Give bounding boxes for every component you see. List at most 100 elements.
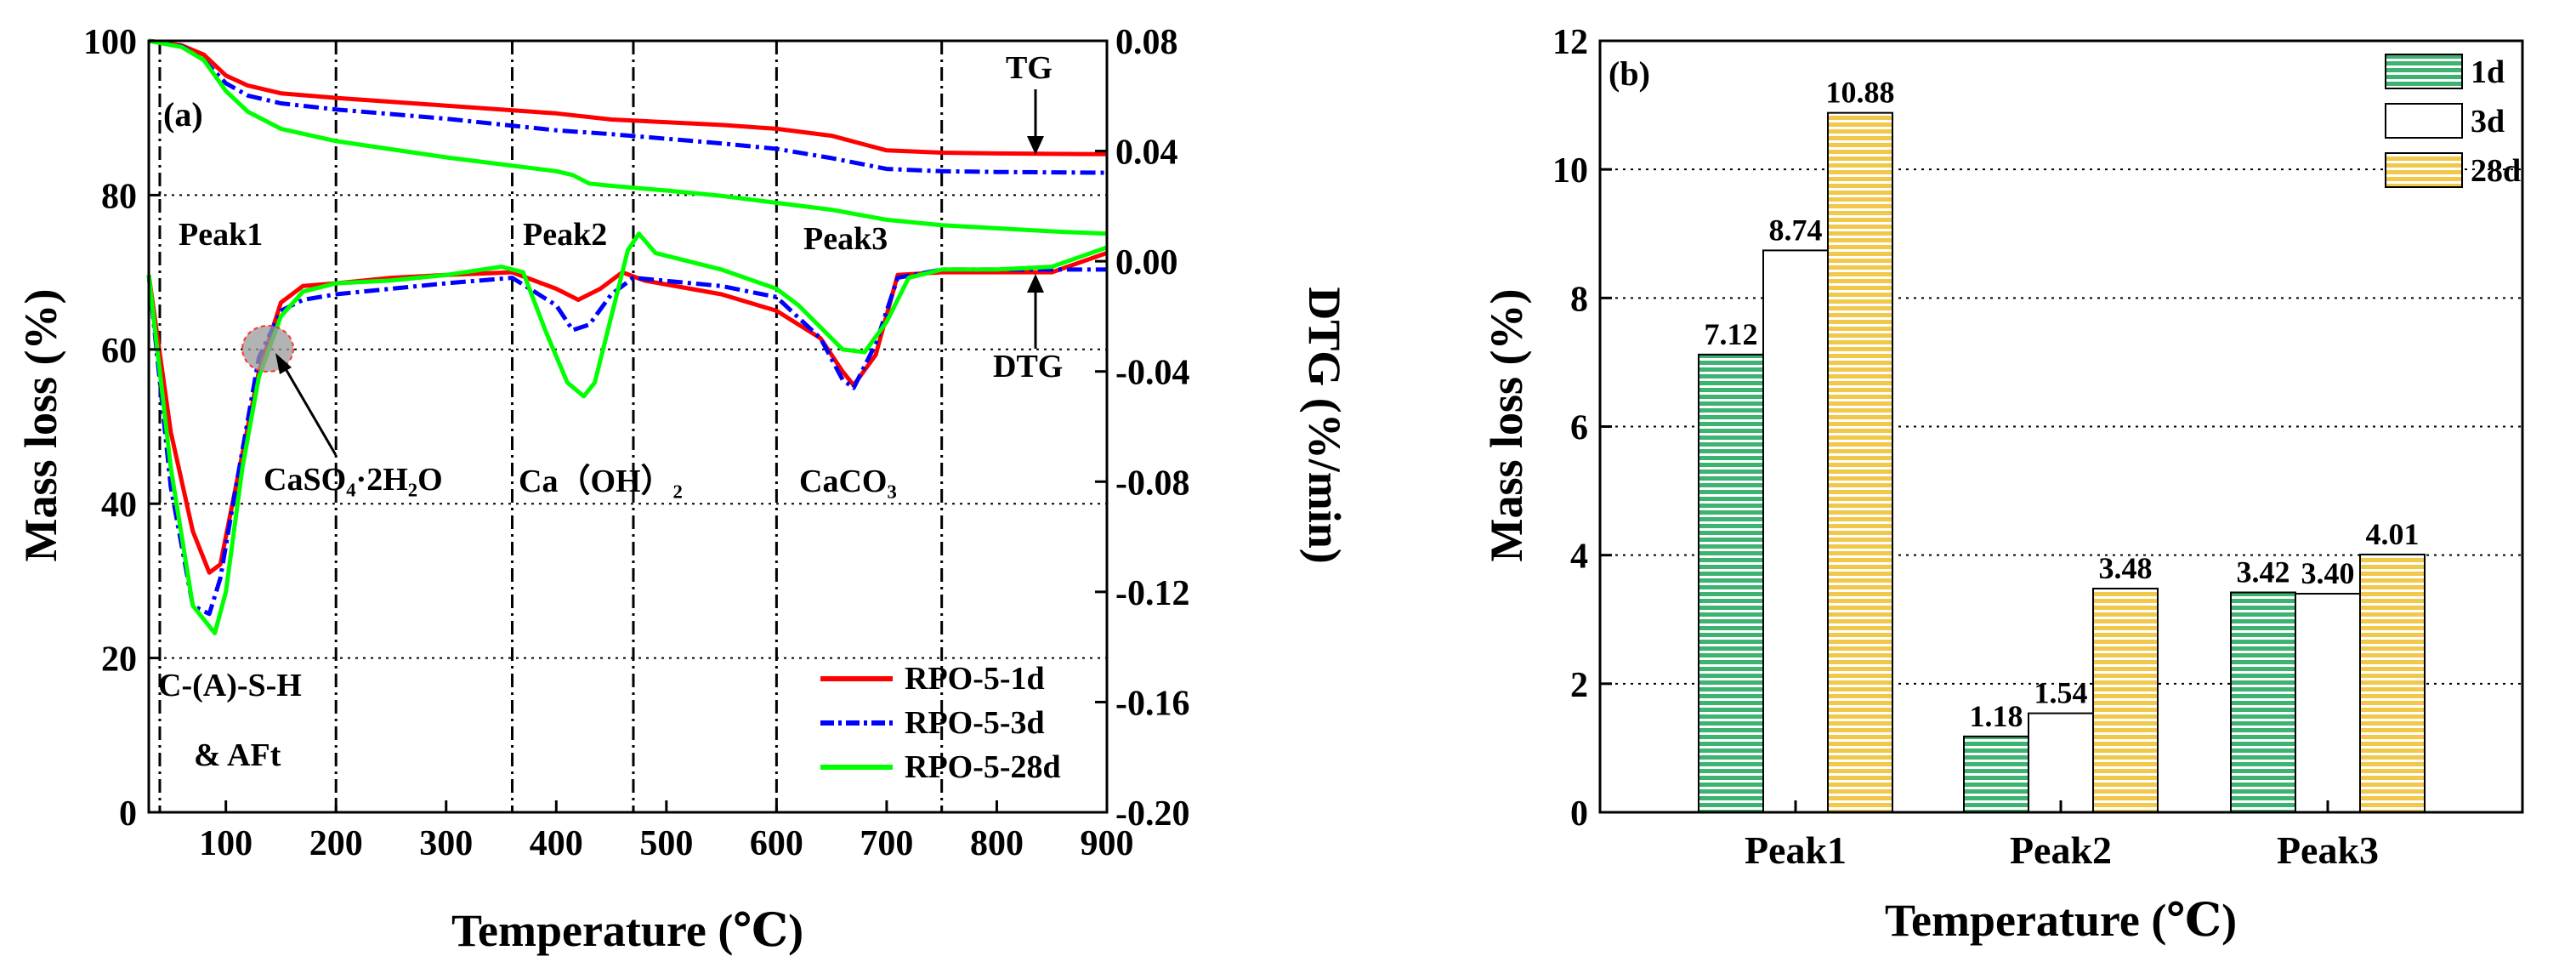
bar-label-28d-Peak3: 4.01 bbox=[2366, 517, 2420, 551]
b-y-tick-label: 6 bbox=[1570, 409, 1588, 448]
panel-a-vlines bbox=[158, 41, 944, 812]
panel-a-y-right-title: DTG (%/min) bbox=[1299, 287, 1350, 564]
x-tick-label: 200 bbox=[309, 824, 363, 863]
panel-b-y-axis-title: Mass loss (%) bbox=[1481, 289, 1532, 562]
bar-label-1d-Peak3: 3.42 bbox=[2237, 555, 2290, 589]
panel-b: 7.12 8.74 10.88 1.18 1.54 3.48 3.42 3.40 4.01 0 2… bbox=[1481, 23, 2524, 946]
b-y-tick-label: 0 bbox=[1570, 794, 1588, 834]
panel-a-x-ticks: 100 200 300 400 500 600 700 800 900 bbox=[199, 800, 1134, 863]
tg-line-RPO-5-28d bbox=[148, 38, 1108, 236]
annotation-peak2: Peak2 bbox=[523, 217, 607, 253]
bar-label-1d-Peak2: 1.18 bbox=[1970, 699, 2023, 733]
y-left-tick-label: 20 bbox=[101, 640, 137, 680]
dtg-arrow-head bbox=[1027, 274, 1044, 293]
annotation-gypsum: CaSO₄·2H₂O bbox=[264, 462, 443, 498]
bar-3d-Peak2 bbox=[2028, 712, 2094, 814]
legend-swatch-3d bbox=[2385, 103, 2463, 139]
panel-a-grid bbox=[149, 194, 1107, 659]
panel-a-series bbox=[146, 38, 1108, 635]
y-left-tick-label: 100 bbox=[83, 23, 137, 62]
annotation-tg: TG bbox=[1006, 50, 1053, 86]
annotation-cc: CaCO₃ bbox=[799, 464, 897, 499]
bar-28d-Peak1 bbox=[1827, 111, 1893, 814]
y-right-tick-label: 0.00 bbox=[1115, 243, 1178, 282]
y-right-tick-label: 0.08 bbox=[1115, 23, 1178, 62]
annotation-ch: Ca（OH）₂ bbox=[519, 464, 683, 499]
panel-b-x-ticks: Peak1 Peak2 Peak3 bbox=[1745, 800, 2379, 872]
bar-label-3d-Peak2: 1.54 bbox=[2034, 676, 2088, 710]
y-right-tick-label: -0.20 bbox=[1115, 794, 1190, 834]
y-right-tick-label: 0.04 bbox=[1115, 134, 1178, 173]
bar-label-1d-Peak1: 7.12 bbox=[1705, 317, 1758, 351]
b-x-tick-label: Peak1 bbox=[1745, 828, 1847, 872]
legend-label-RPO-5-3d: RPO-5-3d bbox=[905, 705, 1045, 741]
annotation-peak3: Peak3 bbox=[803, 221, 888, 257]
tg-line-RPO-5-3d bbox=[148, 38, 1108, 175]
bar-1d-Peak3 bbox=[2230, 591, 2296, 813]
panel-a: 100 200 300 400 500 600 700 800 900 0 20 40 60 80 100… bbox=[15, 23, 1350, 956]
x-tick-label: 300 bbox=[419, 824, 473, 863]
legend-swatch-1d bbox=[2385, 54, 2463, 89]
x-tick-label: 500 bbox=[639, 824, 693, 863]
gypsum-arrow-head bbox=[275, 353, 292, 374]
tg-line-RPO-5-1d bbox=[148, 38, 1108, 157]
bar-3d-Peak3 bbox=[2295, 593, 2361, 813]
panel-b-x-axis-title: Temperature (℃) bbox=[1885, 895, 2237, 946]
legend-label-28d: 28d bbox=[2471, 153, 2521, 189]
bar-label-28d-Peak2: 3.48 bbox=[2099, 551, 2153, 585]
x-tick-label: 400 bbox=[530, 824, 583, 863]
legend-swatch-28d bbox=[2385, 152, 2463, 188]
b-y-tick-label: 2 bbox=[1570, 666, 1588, 705]
annotation-dtg: DTG bbox=[993, 349, 1063, 384]
legend-label-RPO-5-1d: RPO-5-1d bbox=[905, 661, 1045, 697]
bar-3d-Peak1 bbox=[1762, 249, 1829, 813]
annotation-aft: & AFt bbox=[194, 737, 281, 773]
y-left-tick-label: 80 bbox=[101, 177, 137, 216]
x-tick-label: 900 bbox=[1081, 824, 1134, 863]
y-left-tick-label: 60 bbox=[101, 332, 137, 371]
bar-1d-Peak1 bbox=[1698, 353, 1764, 813]
legend-label-RPO-5-28d: RPO-5-28d bbox=[905, 749, 1061, 785]
panel-b-bars: 7.12 8.74 10.88 1.18 1.54 3.48 3.42 3.40 4.01 bbox=[1698, 76, 2426, 814]
panel-a-y-right-ticks: -0.20 -0.16 -0.12 -0.08 -0.04 0.00 0.04 0.08 bbox=[1095, 23, 1190, 834]
y-right-tick-label: -0.16 bbox=[1115, 684, 1190, 723]
panel-a-y-left-ticks: 0 20 40 60 80 100 bbox=[83, 23, 161, 834]
panel-a-x-axis-title: Temperature (℃) bbox=[451, 905, 803, 956]
annotation-peak1: Peak1 bbox=[179, 217, 263, 253]
b-x-tick-label: Peak2 bbox=[2010, 828, 2112, 872]
b-y-tick-label: 12 bbox=[1552, 23, 1588, 62]
x-tick-label: 800 bbox=[970, 824, 1024, 863]
panel-a-label: (a) bbox=[163, 95, 203, 134]
panel-a-frame bbox=[147, 39, 1109, 814]
y-left-tick-label: 0 bbox=[119, 794, 137, 834]
panel-b-label: (b) bbox=[1609, 54, 1650, 93]
bar-1d-Peak2 bbox=[1963, 735, 2029, 813]
b-y-tick-label: 8 bbox=[1570, 280, 1588, 319]
tg-arrow-head bbox=[1027, 136, 1044, 155]
bar-label-3d-Peak3: 3.40 bbox=[2301, 556, 2355, 590]
panel-a-y-left-title: Mass loss (%) bbox=[15, 289, 66, 562]
y-right-tick-label: -0.12 bbox=[1115, 574, 1190, 613]
panel-b-y-ticks: 0 2 4 6 8 10 12 bbox=[1552, 23, 1612, 834]
legend-label-1d: 1d bbox=[2471, 54, 2505, 90]
annotation-csh: C-(A)-S-H bbox=[158, 668, 302, 703]
bar-28d-Peak2 bbox=[2092, 587, 2159, 813]
panel-b-legend: 1d 3d 28d bbox=[2385, 54, 2521, 189]
x-tick-label: 700 bbox=[860, 824, 913, 863]
y-right-tick-label: -0.08 bbox=[1115, 464, 1190, 503]
dtg-line-RPO-5-28d bbox=[146, 231, 1108, 635]
b-y-tick-label: 10 bbox=[1552, 151, 1588, 191]
b-y-tick-label: 4 bbox=[1570, 538, 1588, 577]
legend-label-3d: 3d bbox=[2471, 104, 2505, 139]
gypsum-arrow bbox=[283, 367, 338, 456]
panel-a-legend: RPO-5-1d RPO-5-3d RPO-5-28d bbox=[820, 661, 1061, 785]
bar-label-28d-Peak1: 10.88 bbox=[1826, 76, 1895, 110]
dtg-line-RPO-5-3d bbox=[146, 267, 1107, 617]
y-right-tick-label: -0.04 bbox=[1115, 354, 1190, 393]
bar-label-3d-Peak1: 8.74 bbox=[1769, 213, 1823, 247]
y-left-tick-label: 40 bbox=[101, 486, 137, 525]
x-tick-label: 100 bbox=[199, 824, 252, 863]
bar-28d-Peak3 bbox=[2359, 553, 2426, 813]
